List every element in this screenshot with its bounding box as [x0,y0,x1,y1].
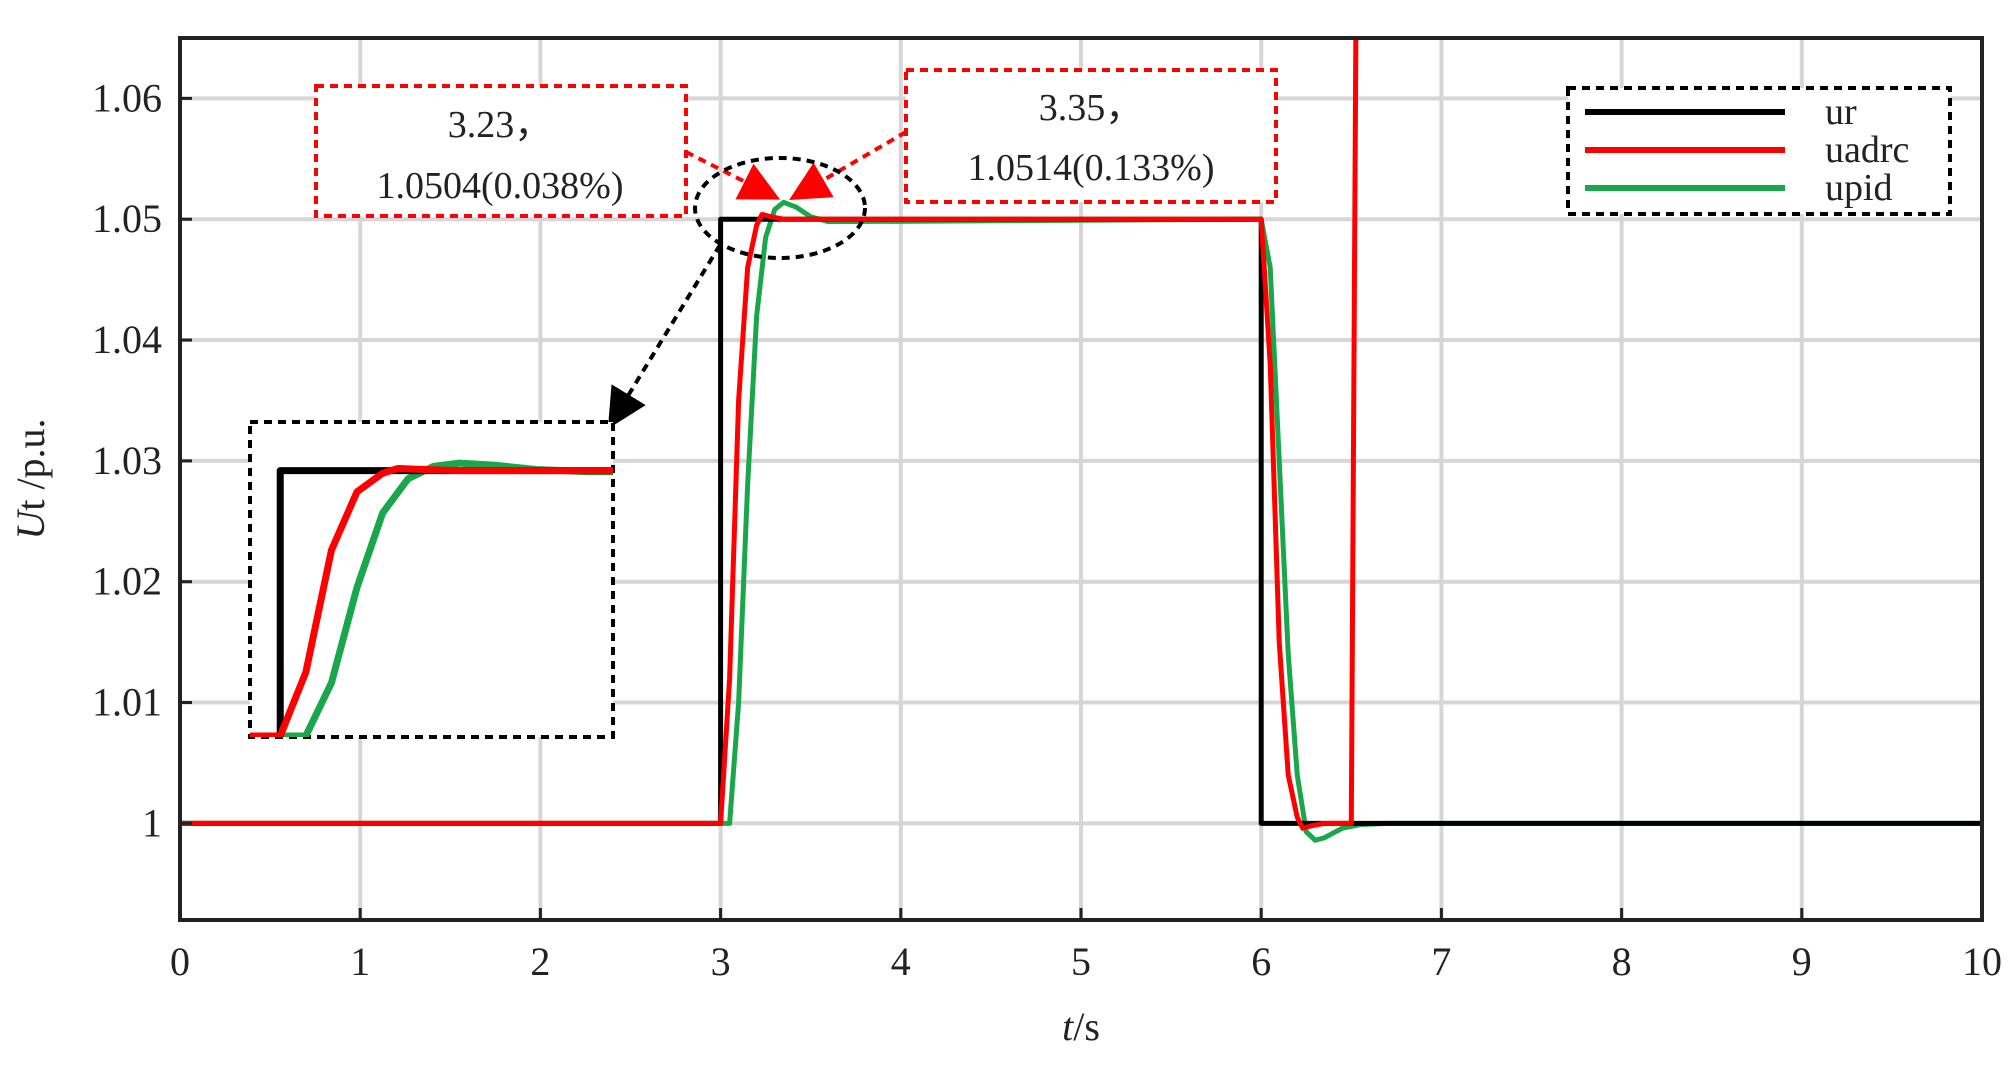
inset-line-uadrc [250,464,613,737]
annotation-adrc-arrow [685,150,781,200]
legend-label-uadrc: uadrc [1825,129,1909,171]
zoom-inset [248,420,615,739]
y-axis-label: Ut /p.u. [8,418,53,539]
x-tick-label: 10 [1962,939,2002,984]
y-tick-label: 1.05 [92,196,162,241]
y-tick-label: 1.03 [92,438,162,483]
x-axis-label: t/s [1062,1004,1100,1049]
zoom-arrow [607,243,722,429]
svg-text:3.23，: 3.23， [448,104,553,146]
x-tick-label: 1 [350,939,370,984]
svg-text:1.0514(0.133%): 1.0514(0.133%) [968,147,1215,189]
x-tick-label: 7 [1431,939,1451,984]
legend-label-ur: ur [1825,91,1857,133]
x-tick-label: 9 [1792,939,1812,984]
y-tick-label: 1.06 [92,75,162,120]
legend-label-upid: upid [1825,167,1893,209]
y-tick-label: 1.02 [92,559,162,604]
annotation-pid: 3.35， 1.0514(0.133%) [789,68,1278,204]
x-tick-label: 2 [530,939,550,984]
y-tick-label: 1.01 [92,680,162,725]
annotation-pid-arrow [789,130,908,201]
legend: ur uadrc upid [1566,86,1952,216]
x-tick-label: 5 [1071,939,1091,984]
x-tick-label: 6 [1251,939,1271,984]
svg-text:3.35，: 3.35， [1039,87,1144,129]
series-lines [180,38,1982,843]
zoom-region-marker [693,156,867,260]
y-tick-label: 1.04 [92,317,162,362]
x-tick-label: 4 [891,939,911,984]
inset-line-upid [250,459,613,737]
tick-labels: 0 1 2 3 4 5 6 7 8 9 10 1 1.01 1.02 1.03 1.04 1.05 1.06 [92,75,2002,984]
x-tick-label: 0 [170,939,190,984]
x-tick-label: 8 [1612,939,1632,984]
series-line-uadrc [180,38,1359,831]
x-tick-label: 3 [711,939,731,984]
y-tick-label: 1 [142,800,162,845]
annotation-adrc: 3.23， 1.0504(0.038%) [314,84,781,218]
svg-text:1.0504(0.038%): 1.0504(0.038%) [377,165,624,207]
